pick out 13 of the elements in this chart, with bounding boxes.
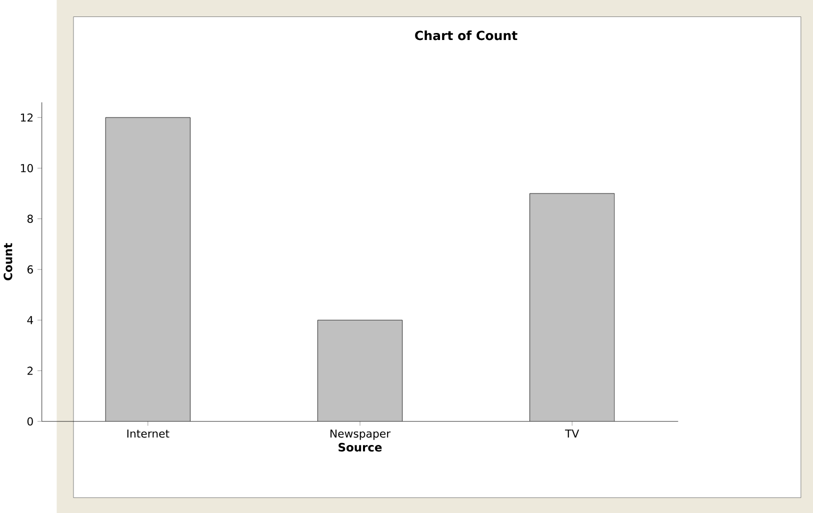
y-tick-label: 2 xyxy=(28,366,33,375)
x-tick-label: Internet xyxy=(127,429,170,438)
x-axis-title: Source xyxy=(338,442,382,452)
y-tick-label: 8 xyxy=(27,214,33,223)
y-tick-label: 0 xyxy=(27,417,33,426)
y-tick-label: 10 xyxy=(20,164,33,172)
y-tick-label: 6 xyxy=(27,265,33,274)
y-axis-title: Count xyxy=(4,242,12,280)
y-tick-label: 4 xyxy=(27,316,34,324)
chart-title: Chart of Count xyxy=(415,30,518,40)
y-tick-label: 12 xyxy=(20,113,33,122)
x-tick-label: TV xyxy=(565,429,580,438)
x-tick-label: Newspaper xyxy=(330,429,391,440)
